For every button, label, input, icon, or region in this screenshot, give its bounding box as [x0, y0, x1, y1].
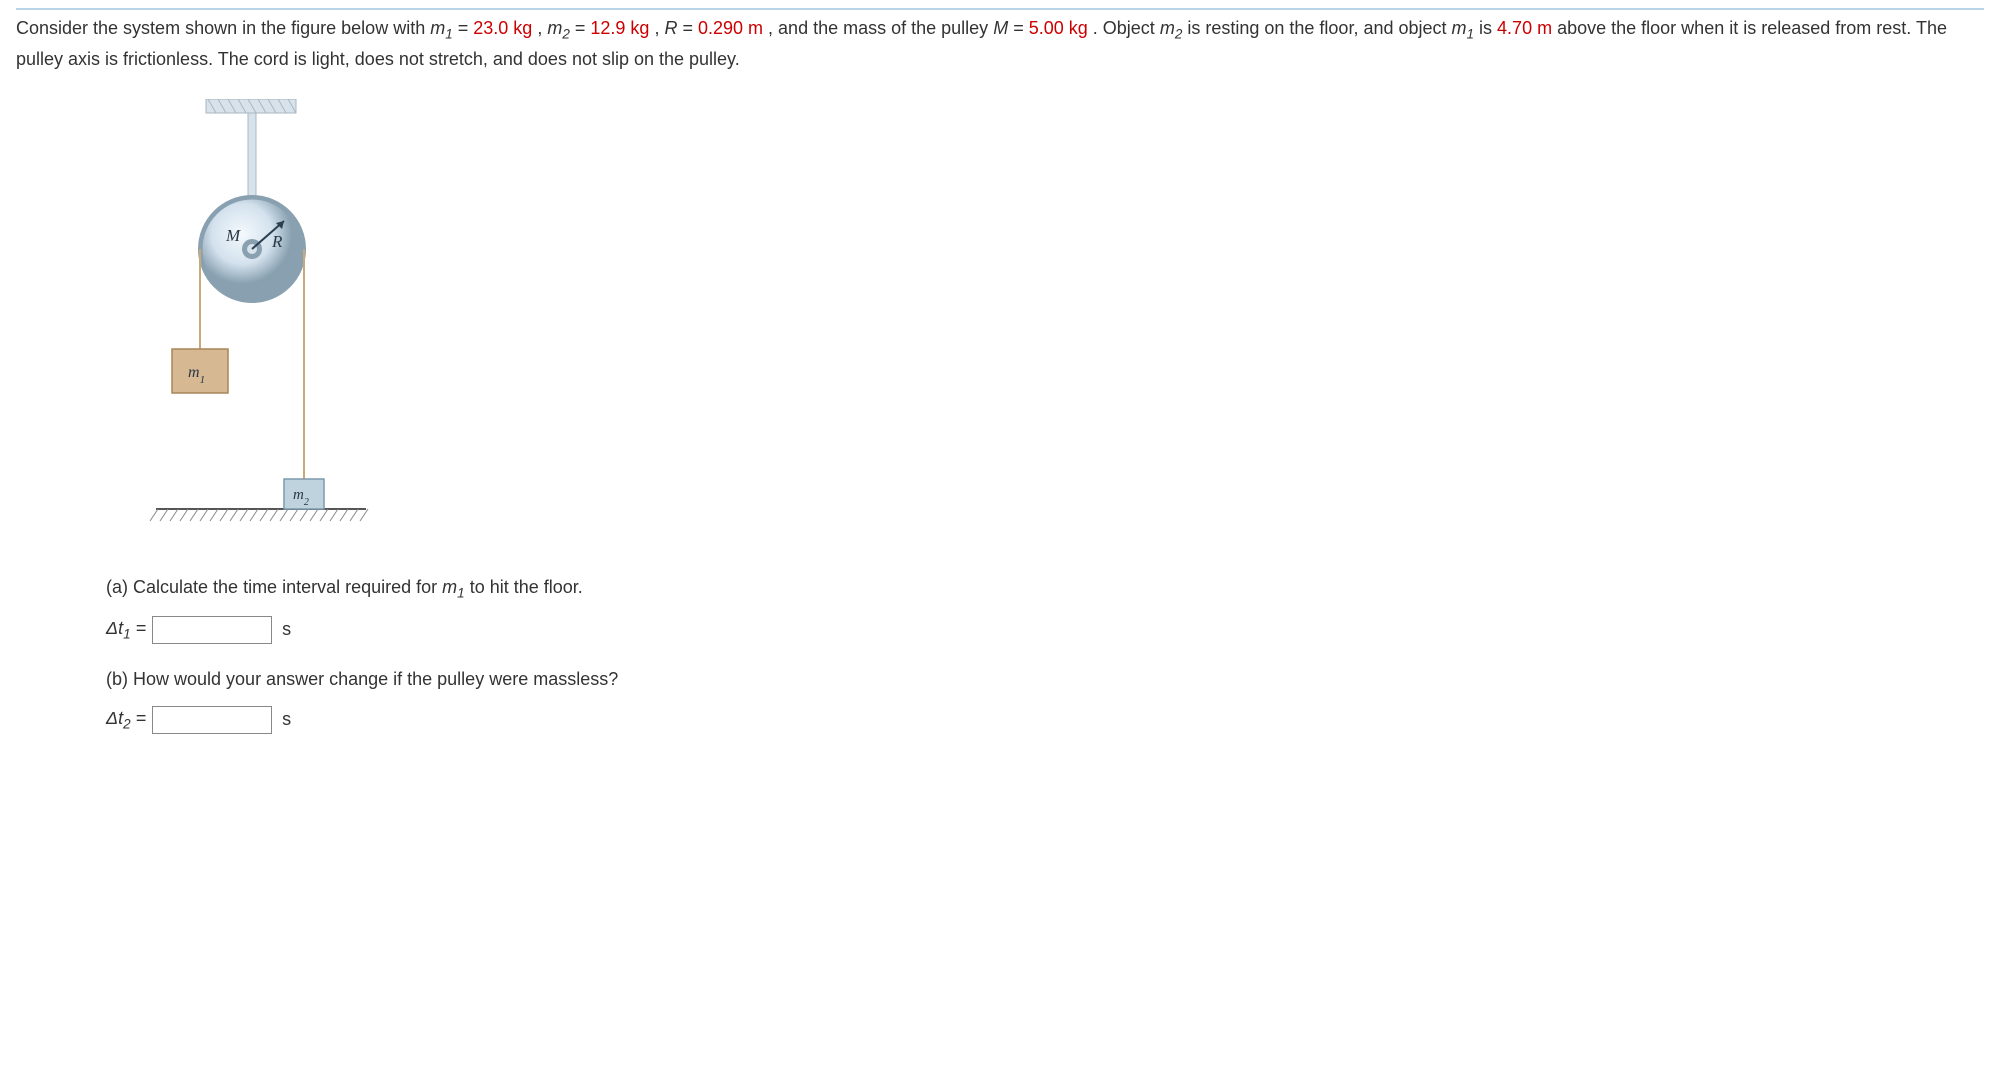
delta-t1-label: Δt1 = [106, 614, 146, 645]
value-m1: 23.0 kg [473, 18, 532, 38]
svg-text:R: R [271, 232, 283, 251]
pulley-system-figure: MRm1m2 [136, 99, 1984, 548]
value-R: 0.290 m [698, 18, 763, 38]
part-b-question: (b) How would your answer change if the … [106, 665, 1984, 694]
unit-seconds: s [282, 705, 291, 734]
svg-text:M: M [225, 226, 241, 245]
delta-t2-input[interactable] [152, 706, 272, 734]
value-height: 4.70 m [1497, 18, 1552, 38]
text: Consider the system shown in the figure … [16, 18, 430, 38]
part-a-question: (a) Calculate the time interval required… [106, 573, 1984, 604]
delta-t1-input[interactable] [152, 616, 272, 644]
problem-statement: Consider the system shown in the figure … [16, 14, 1984, 74]
delta-t2-label: Δt2 = [106, 704, 146, 735]
value-M: 5.00 kg [1029, 18, 1088, 38]
value-m2: 12.9 kg [590, 18, 649, 38]
unit-seconds: s [282, 615, 291, 644]
